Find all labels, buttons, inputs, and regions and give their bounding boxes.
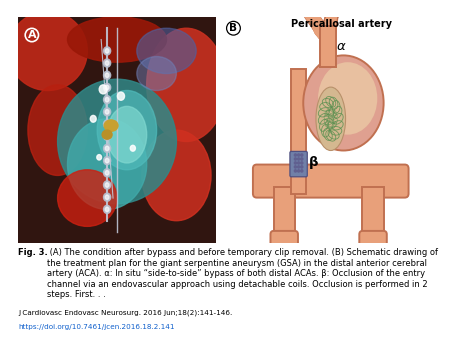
Circle shape xyxy=(104,120,111,128)
Circle shape xyxy=(117,92,125,100)
FancyBboxPatch shape xyxy=(253,165,409,198)
Circle shape xyxy=(130,145,135,151)
Circle shape xyxy=(297,162,300,164)
Ellipse shape xyxy=(102,130,112,139)
Circle shape xyxy=(99,85,107,94)
Circle shape xyxy=(104,59,111,67)
Circle shape xyxy=(104,193,111,201)
Circle shape xyxy=(104,108,111,116)
Circle shape xyxy=(297,170,300,172)
Circle shape xyxy=(104,132,111,140)
Circle shape xyxy=(104,96,111,104)
Circle shape xyxy=(105,61,109,65)
Circle shape xyxy=(105,97,109,102)
Circle shape xyxy=(294,154,297,156)
Circle shape xyxy=(294,170,297,172)
Circle shape xyxy=(301,158,303,160)
Ellipse shape xyxy=(142,130,211,221)
Circle shape xyxy=(104,169,111,177)
Text: β: β xyxy=(309,156,318,169)
Circle shape xyxy=(104,144,111,152)
Circle shape xyxy=(90,115,96,122)
Text: Fig. 3.: Fig. 3. xyxy=(18,248,48,258)
Text: https://doi.org/10.7461/jcen.2016.18.2.141: https://doi.org/10.7461/jcen.2016.18.2.1… xyxy=(18,324,175,330)
Ellipse shape xyxy=(137,56,176,91)
Ellipse shape xyxy=(318,62,377,135)
Circle shape xyxy=(301,154,303,156)
Ellipse shape xyxy=(107,106,147,163)
Circle shape xyxy=(301,170,303,172)
Circle shape xyxy=(97,154,102,160)
Text: α: α xyxy=(337,40,346,53)
Ellipse shape xyxy=(147,28,226,141)
Circle shape xyxy=(104,181,111,189)
Ellipse shape xyxy=(137,28,196,74)
Bar xyxy=(291,69,306,194)
Circle shape xyxy=(105,110,109,114)
Circle shape xyxy=(294,166,297,168)
Text: B: B xyxy=(230,23,238,33)
Bar xyxy=(274,187,295,243)
Ellipse shape xyxy=(68,17,166,62)
Ellipse shape xyxy=(28,85,87,175)
Circle shape xyxy=(105,85,109,90)
Circle shape xyxy=(297,154,300,156)
Circle shape xyxy=(105,158,109,163)
Ellipse shape xyxy=(303,55,383,150)
Ellipse shape xyxy=(68,119,147,209)
Ellipse shape xyxy=(58,170,117,226)
Circle shape xyxy=(104,205,111,214)
Circle shape xyxy=(105,146,109,151)
Circle shape xyxy=(105,49,109,53)
Ellipse shape xyxy=(104,120,118,131)
Circle shape xyxy=(297,158,300,160)
Circle shape xyxy=(104,156,111,165)
Circle shape xyxy=(105,171,109,175)
Circle shape xyxy=(301,166,303,168)
Circle shape xyxy=(105,195,109,199)
Circle shape xyxy=(105,122,109,126)
Text: (A) The condition after bypass and before temporary clip removal. (B) Schematic : (A) The condition after bypass and befor… xyxy=(47,248,438,299)
Bar xyxy=(363,187,383,243)
Ellipse shape xyxy=(97,91,157,170)
FancyBboxPatch shape xyxy=(290,151,307,177)
Circle shape xyxy=(105,207,109,212)
Circle shape xyxy=(105,73,109,77)
Text: A: A xyxy=(27,30,36,40)
Circle shape xyxy=(104,71,111,79)
Circle shape xyxy=(301,162,303,164)
Ellipse shape xyxy=(58,79,176,204)
Circle shape xyxy=(297,166,300,168)
Circle shape xyxy=(104,83,111,92)
Circle shape xyxy=(294,162,297,164)
Ellipse shape xyxy=(8,11,87,91)
Circle shape xyxy=(105,183,109,187)
FancyBboxPatch shape xyxy=(270,231,298,247)
Circle shape xyxy=(105,134,109,139)
Circle shape xyxy=(294,158,297,160)
FancyBboxPatch shape xyxy=(359,231,387,247)
Ellipse shape xyxy=(316,87,346,150)
Text: Pericallosal artery: Pericallosal artery xyxy=(291,19,392,29)
Bar xyxy=(320,26,336,67)
Text: J Cardiovasc Endovasc Neurosurg. 2016 Jun;18(2):141-146.: J Cardiovasc Endovasc Neurosurg. 2016 Ju… xyxy=(18,309,232,316)
Circle shape xyxy=(104,47,111,55)
